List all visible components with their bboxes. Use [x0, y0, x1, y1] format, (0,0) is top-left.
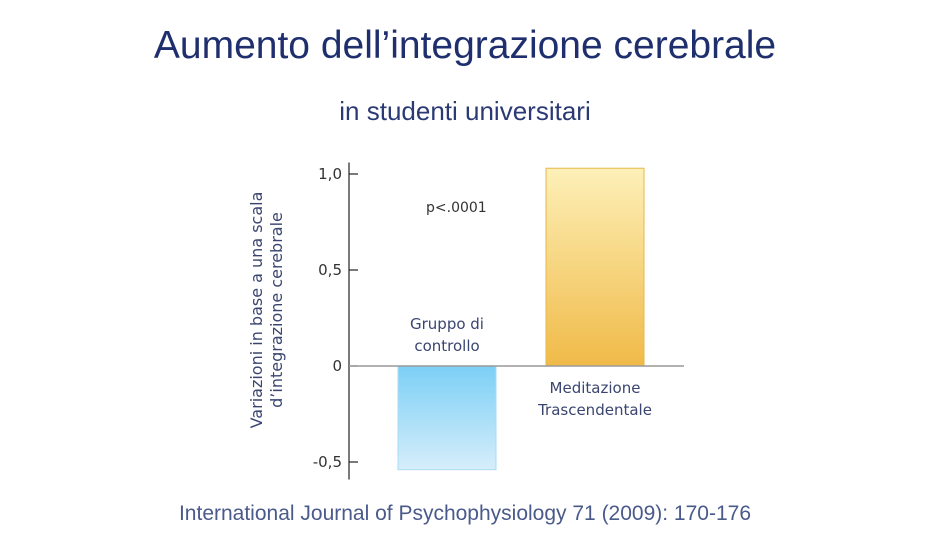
page-subtitle: in studenti universitari: [339, 96, 591, 126]
category-label: controllo: [414, 337, 479, 355]
y-tick-label: 0,5: [318, 261, 342, 279]
y-tick-label: 0: [332, 357, 342, 375]
bar-tm: [545, 167, 645, 367]
category-label: Trascendentale: [537, 401, 652, 419]
category-label: Gruppo di: [410, 315, 484, 333]
y-tick-label: -0,5: [313, 453, 342, 471]
page-title: Aumento dell’integrazione cerebrale: [153, 24, 777, 67]
y-axis-label: Variazioni in base a una scala d’integra…: [247, 192, 286, 429]
bar-control: [397, 365, 497, 471]
y-axis-label-line-2: d’integrazione cerebrale: [267, 212, 286, 408]
category-label: Meditazione: [550, 379, 641, 397]
citation: International Journal of Psychophysiolog…: [178, 502, 752, 525]
p-value-annotation: p<.0001: [426, 200, 487, 216]
y-tick-label: 1,0: [318, 165, 342, 183]
y-axis-label-line-1: Variazioni in base a una scala: [247, 192, 266, 429]
